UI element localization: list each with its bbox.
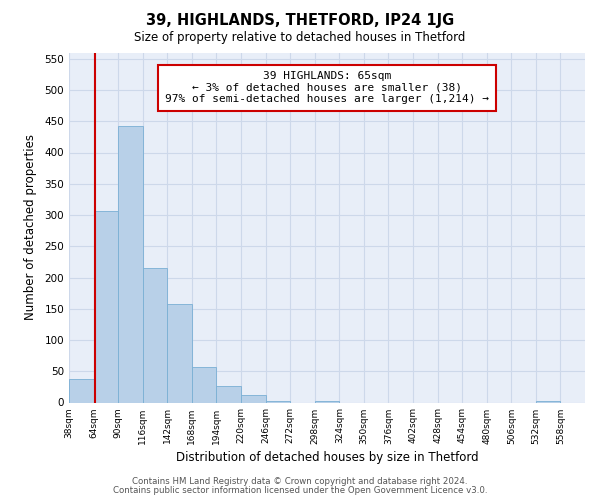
Bar (167, 304, 192, 402)
Text: Contains HM Land Registry data © Crown copyright and database right 2024.: Contains HM Land Registry data © Crown c… (132, 477, 468, 486)
Bar (118, 126, 143, 402)
Bar (266, 401, 290, 402)
Bar (217, 386, 241, 402)
Bar (94, 210, 118, 402)
Bar (143, 268, 167, 402)
Bar (69, 380, 94, 402)
Text: 39, HIGHLANDS, THETFORD, IP24 1JG: 39, HIGHLANDS, THETFORD, IP24 1JG (146, 12, 454, 28)
Text: 39 HIGHLANDS: 65sqm
← 3% of detached houses are smaller (38)
97% of semi-detache: 39 HIGHLANDS: 65sqm ← 3% of detached hou… (165, 71, 489, 104)
Bar (536, 401, 560, 402)
X-axis label: Distribution of detached houses by size in Thetford: Distribution of detached houses by size … (176, 450, 478, 464)
Bar (315, 401, 339, 402)
Y-axis label: Number of detached properties: Number of detached properties (25, 134, 37, 320)
Bar (192, 367, 217, 402)
Text: Size of property relative to detached houses in Thetford: Size of property relative to detached ho… (134, 31, 466, 44)
Text: Contains public sector information licensed under the Open Government Licence v3: Contains public sector information licen… (113, 486, 487, 495)
Bar (241, 395, 266, 402)
